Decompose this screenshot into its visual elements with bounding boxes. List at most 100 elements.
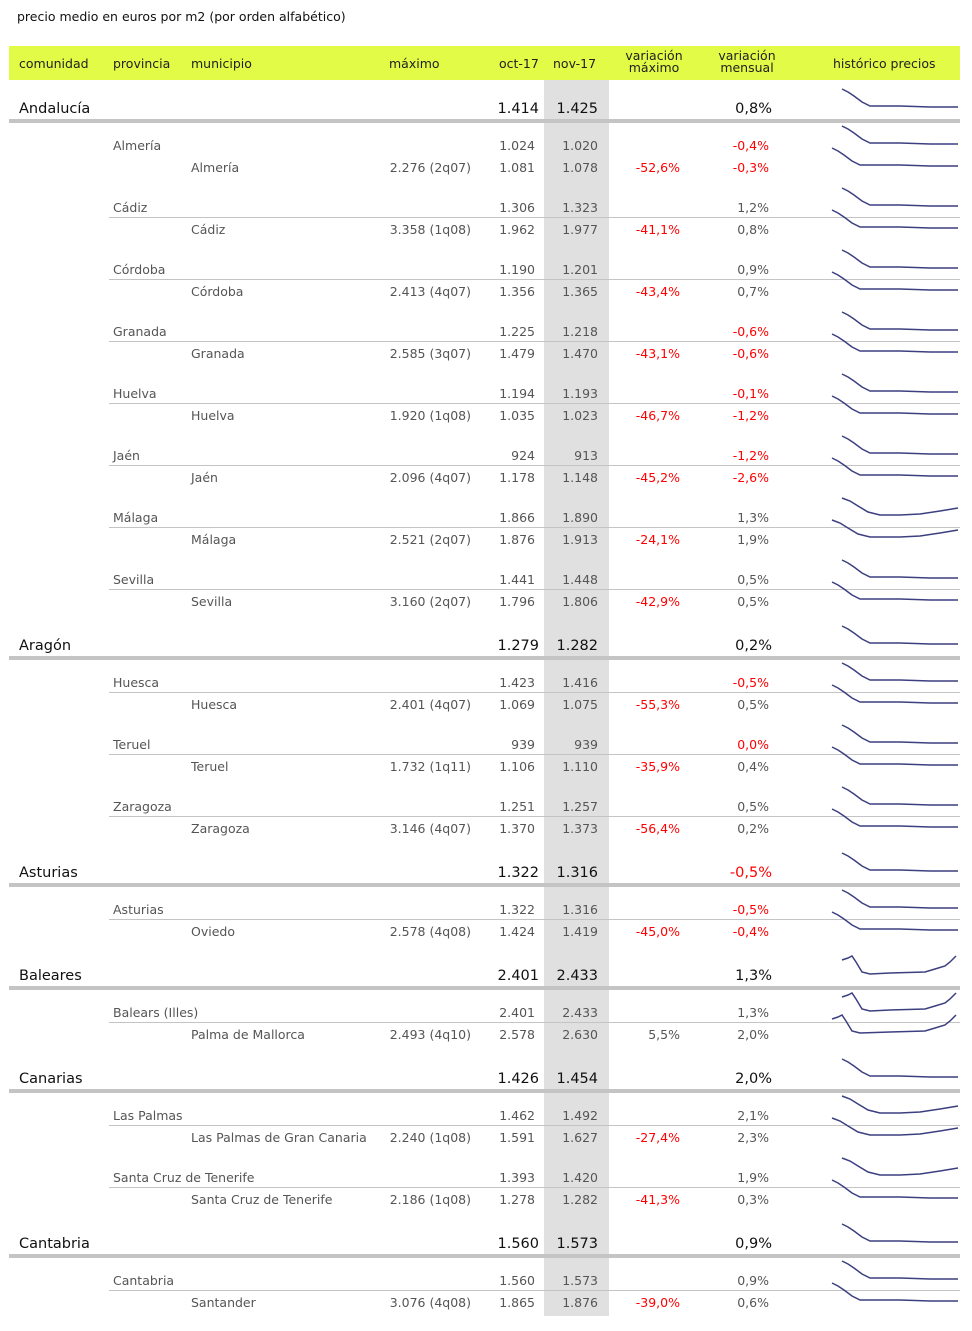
sparkline-line (831, 1179, 958, 1199)
header-variacion-mensual: variación mensual (707, 49, 787, 75)
oct-value: 1.876 (499, 532, 535, 547)
variacion-mensual-value: 0,5% (737, 799, 769, 814)
oct-value: 1.190 (499, 262, 535, 277)
region-name: Asturias (19, 865, 78, 881)
provincia-divider (109, 1125, 960, 1126)
variacion-maximo-value: -46,7% (635, 408, 680, 423)
variacion-mensual-value: 2,0% (737, 1027, 769, 1042)
variacion-mensual-value: 0,5% (737, 572, 769, 587)
oct-value: 1.081 (499, 160, 535, 175)
variacion-mensual-value: -0,4% (732, 138, 769, 153)
provincia-divider (109, 1290, 960, 1291)
maximo-value: 2.401 (4q07) (389, 697, 471, 712)
variacion-mensual-value: -2,6% (732, 470, 769, 485)
variacion-mensual-value: -0,5% (732, 675, 769, 690)
variacion-maximo-value: -56,4% (635, 821, 680, 836)
variacion-maximo-value: -24,1% (635, 532, 680, 547)
oct-value: 2.401 (499, 1005, 535, 1020)
maximo-value: 3.076 (4q08) (389, 1295, 471, 1310)
variacion-maximo-value: 5,5% (648, 1027, 680, 1042)
variacion-mensual-value: 0,3% (737, 1192, 769, 1207)
header-variacion-mensual-line2: mensual (720, 60, 774, 75)
variacion-mensual-value: 0,5% (737, 697, 769, 712)
oct-value: 1.106 (499, 759, 535, 774)
sparkline-chart (841, 435, 958, 455)
provincia-divider (109, 816, 960, 817)
oct-value: 1.278 (499, 1192, 535, 1207)
variacion-mensual-value: 0,9% (737, 1273, 769, 1288)
oct-value: 1.962 (499, 222, 535, 237)
oct-value: 1.322 (497, 865, 539, 881)
nov-value: 1.454 (556, 1071, 598, 1087)
header-provincia: provincia (113, 56, 171, 71)
nov-value: 1.110 (562, 759, 598, 774)
nov-value: 1.218 (562, 324, 598, 339)
variacion-maximo-value: -41,1% (635, 222, 680, 237)
variacion-mensual-value: -0,5% (729, 865, 772, 881)
variacion-maximo-value: -45,2% (635, 470, 680, 485)
variacion-mensual-value: 2,1% (737, 1108, 769, 1123)
provincia-name: Cantabria (113, 1273, 175, 1288)
nov-value: 1.977 (562, 222, 598, 237)
oct-value: 1.306 (499, 200, 535, 215)
sparkline-chart (831, 457, 958, 477)
oct-value: 2.578 (499, 1027, 535, 1042)
variacion-mensual-value: 0,6% (737, 1295, 769, 1310)
sparkline-chart (841, 249, 958, 269)
sparkline-chart (831, 1117, 959, 1136)
variacion-mensual-value: 1,2% (737, 200, 769, 215)
sparkline-line (841, 559, 958, 579)
provincia-name: Teruel (113, 737, 151, 752)
nov-value: 1.282 (562, 1192, 598, 1207)
sparkline-chart (841, 88, 958, 108)
variacion-mensual-value: 1,3% (737, 1005, 769, 1020)
sparkline-line (831, 911, 958, 931)
sparkline-line (841, 1058, 958, 1078)
sparkline-chart (831, 1179, 958, 1199)
variacion-mensual-value: 2,0% (735, 1071, 772, 1087)
sparkline-chart (841, 625, 958, 645)
oct-value: 1.069 (499, 697, 535, 712)
header-variacion-maximo: variación máximo (614, 49, 694, 74)
nov-value: 1.416 (562, 675, 598, 690)
sparkline-line (841, 125, 958, 145)
municipio-name: Teruel (191, 759, 229, 774)
provincia-name: Almería (113, 138, 162, 153)
provincia-divider (109, 754, 960, 755)
variacion-mensual-value: 0,8% (737, 222, 769, 237)
variacion-mensual-value: 0,2% (737, 821, 769, 836)
oct-value: 1.424 (499, 924, 535, 939)
oct-value: 1.796 (499, 594, 535, 609)
table-header: comunidad provincia municipio máximo oct… (9, 46, 960, 80)
region-divider (9, 656, 960, 660)
nov-value: 1.876 (562, 1295, 598, 1310)
variacion-mensual-value: -0,1% (732, 386, 769, 401)
nov-value: 1.282 (556, 638, 598, 654)
sparkline-line (841, 1157, 959, 1176)
municipio-name: Huesca (191, 697, 238, 712)
provincia-divider (109, 217, 960, 218)
municipio-name: Granada (191, 346, 245, 361)
provincia-name: Asturias (113, 902, 164, 917)
nov-value: 1.020 (562, 138, 598, 153)
variacion-mensual-value: -0,4% (732, 924, 769, 939)
nov-value: 1.492 (562, 1108, 598, 1123)
oct-value: 1.479 (499, 346, 535, 361)
municipio-name: Santa Cruz de Tenerife (191, 1192, 333, 1207)
header-maximo: máximo (389, 56, 440, 71)
maximo-value: 1.920 (1q08) (389, 408, 471, 423)
municipio-name: Huelva (191, 408, 235, 423)
sparkline-chart (831, 684, 958, 704)
maximo-value: 3.146 (4q07) (389, 821, 471, 836)
sparkline-line (841, 889, 958, 909)
maximo-value: 2.585 (3q07) (389, 346, 471, 361)
sparkline-line (841, 497, 959, 516)
sparkline-chart (841, 559, 958, 579)
oct-value: 1.865 (499, 1295, 535, 1310)
sparkline-chart (841, 311, 958, 331)
sparkline-chart (841, 955, 957, 975)
current-month-highlight (544, 80, 609, 1316)
sparkline-chart (841, 1157, 959, 1176)
nov-value: 2.433 (562, 1005, 598, 1020)
sparkline-line (841, 852, 958, 872)
